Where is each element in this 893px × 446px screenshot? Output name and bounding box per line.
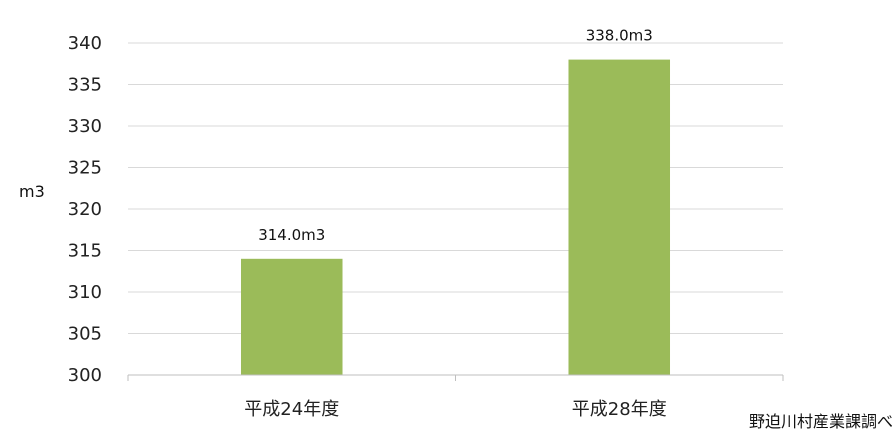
bar	[568, 59, 671, 375]
y-tick-label: 325	[68, 158, 102, 179]
y-tick-label: 305	[68, 324, 102, 345]
y-tick-label: 315	[68, 241, 102, 262]
y-tick-label: 330	[68, 116, 102, 137]
y-tick-label: 335	[68, 75, 102, 96]
bar-data-label: 314.0m3	[258, 226, 325, 244]
y-tick-label: 310	[68, 282, 102, 303]
y-axis-unit-label: m3	[19, 182, 45, 201]
gridlines	[128, 42, 783, 334]
bar-data-label: 338.0m3	[586, 27, 653, 45]
x-category-label: 平成24年度	[244, 399, 339, 420]
y-tick-label: 320	[68, 199, 102, 220]
axes	[127, 374, 784, 381]
y-tick-label: 340	[68, 33, 102, 54]
y-tick-label: 300	[68, 365, 102, 386]
bar	[240, 258, 343, 375]
bars	[240, 59, 671, 375]
x-category-label: 平成28年度	[572, 399, 667, 420]
labels: 300 305 310 315 320 325 330 335 340 314.0m3 平成24年度…	[68, 27, 667, 420]
source-note: 野迫川村産業課調べ	[748, 412, 893, 431]
